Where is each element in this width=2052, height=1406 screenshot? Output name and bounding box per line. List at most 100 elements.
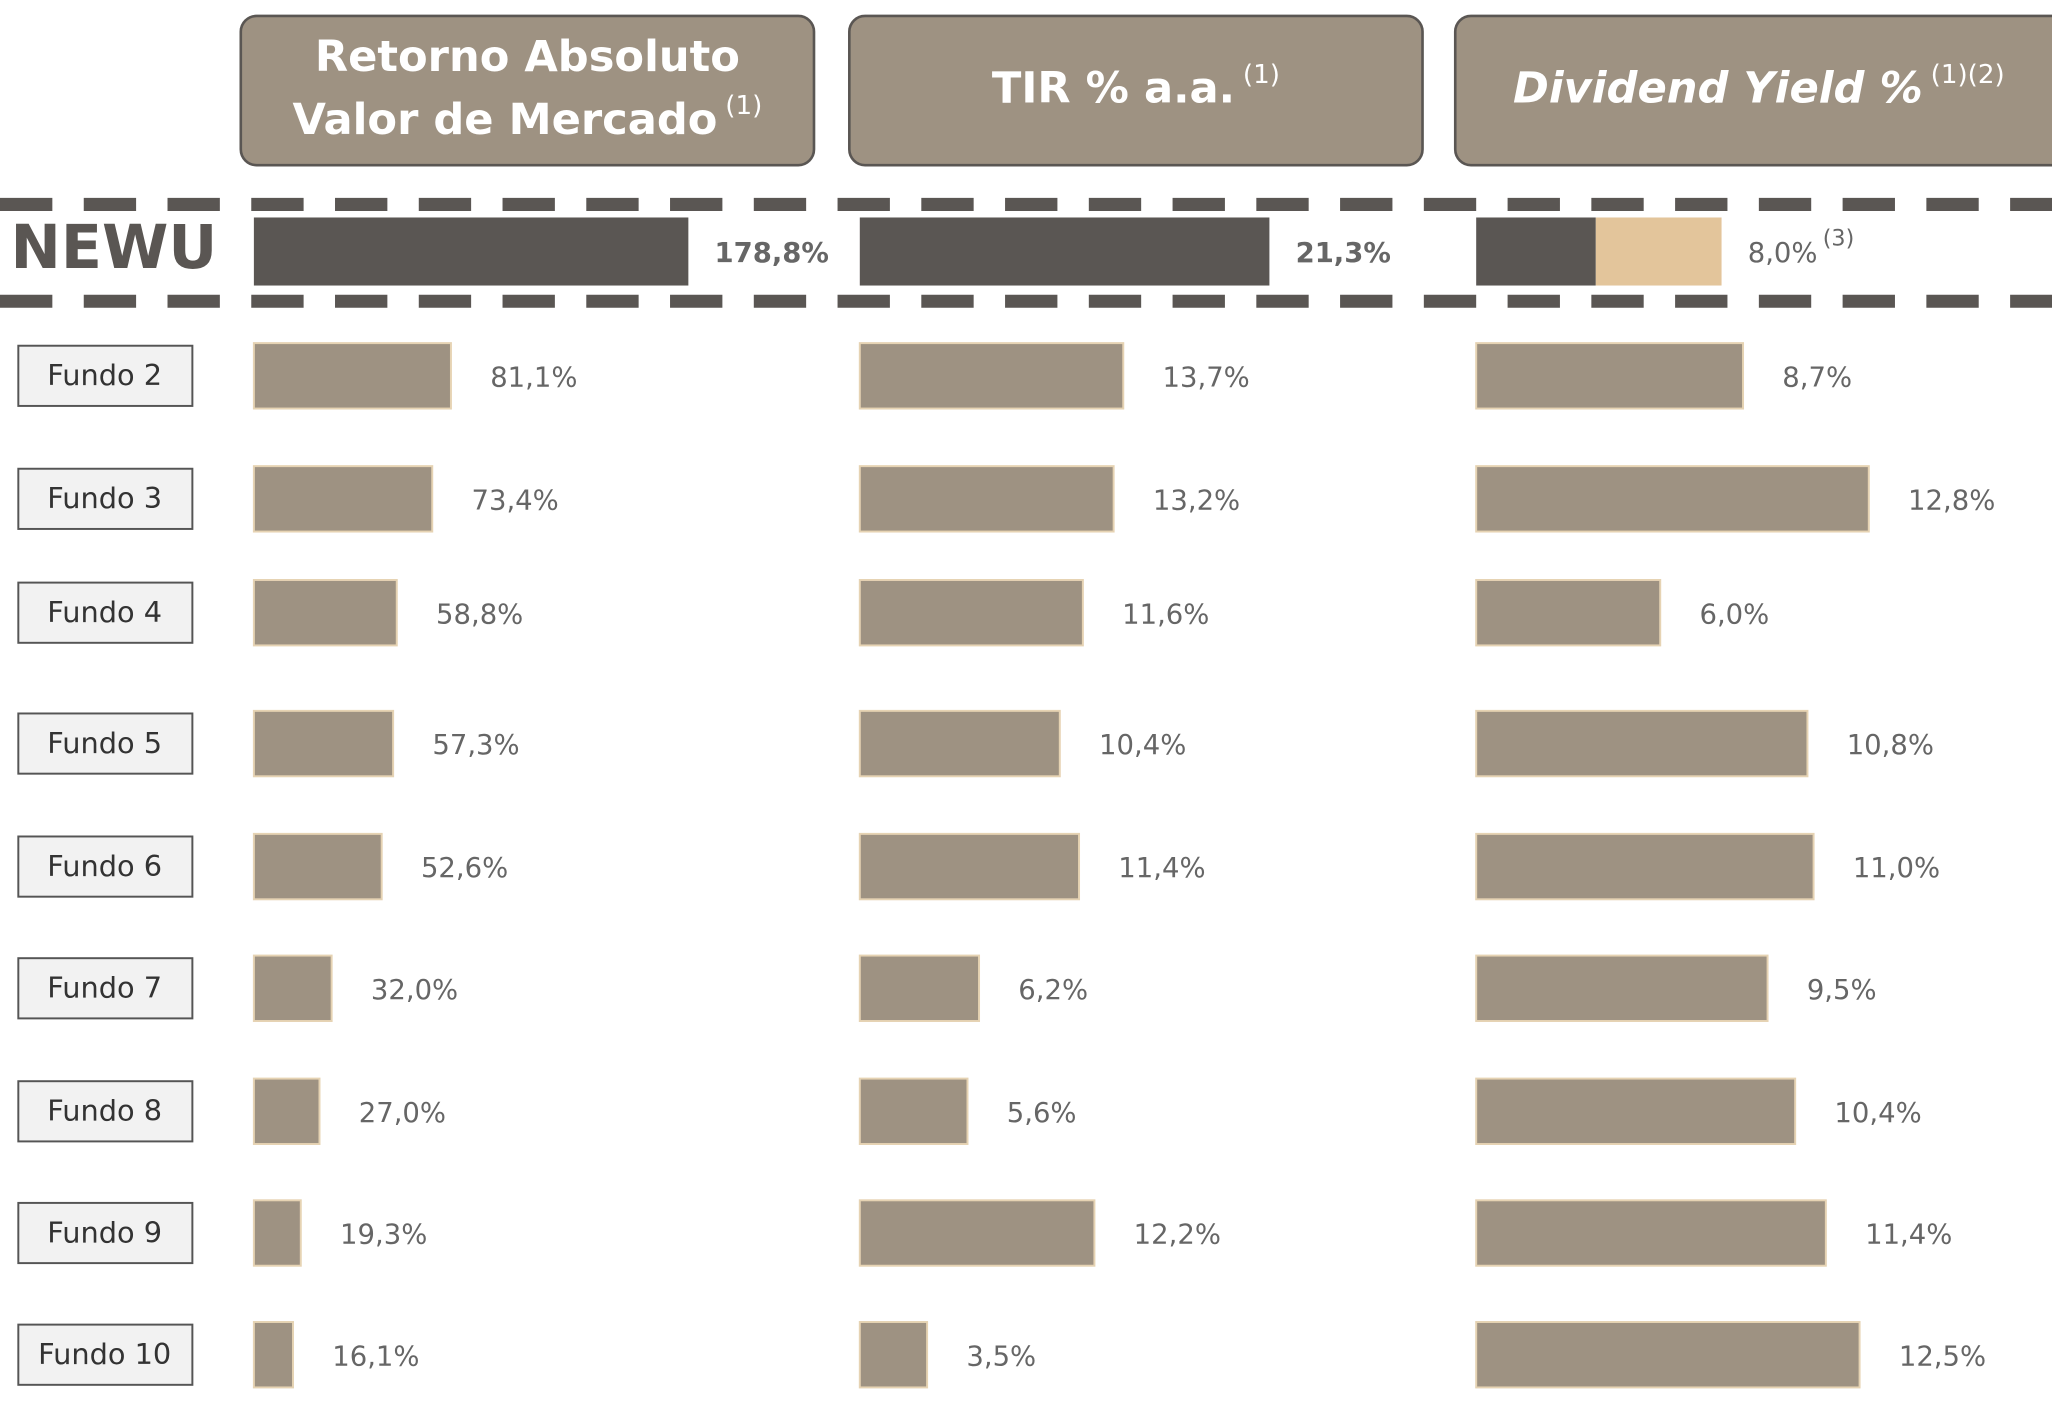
value-label-text: 13,2%	[1153, 484, 1240, 516]
value-label-text: 10,4%	[1834, 1097, 1921, 1129]
value-label: 11,4%	[1118, 852, 1205, 884]
value-label-text: 11,6%	[1122, 598, 1209, 630]
value-label-text: 57,3%	[432, 729, 519, 761]
category-box	[17, 467, 194, 530]
bar	[858, 709, 1061, 778]
value-label-text: 6,2%	[1018, 974, 1088, 1006]
value-label: 32,0%	[371, 974, 458, 1006]
value-label-text: 3,5%	[966, 1340, 1036, 1372]
value-label-text: 73,4%	[472, 484, 559, 516]
value-label: 13,2%	[1153, 484, 1240, 516]
value-label-text: 13,7%	[1163, 361, 1250, 393]
value-label: 11,0%	[1853, 852, 1940, 884]
value-label: 11,4%	[1865, 1219, 1952, 1251]
bar	[858, 342, 1125, 410]
value-label-text: 58,8%	[436, 598, 523, 630]
bar	[252, 709, 395, 778]
category-label: Fundo 9	[47, 1215, 162, 1249]
category-label: Fundo 4	[47, 595, 162, 629]
value-label-text: 11,4%	[1118, 852, 1205, 884]
value-label: 57,3%	[432, 729, 519, 761]
value-label-text: 8,7%	[1782, 361, 1852, 393]
header-note: (1)	[725, 91, 762, 121]
bar	[1475, 1199, 1827, 1267]
category-box	[17, 1201, 194, 1265]
bar	[858, 954, 981, 1022]
category-box	[17, 835, 194, 898]
bar	[858, 1321, 929, 1389]
bar	[252, 1077, 321, 1146]
category-label: Fundo 6	[47, 849, 162, 883]
bar	[858, 832, 1081, 901]
value-label: 52,6%	[421, 852, 508, 884]
header-title-text: Valor de Mercado	[292, 94, 717, 144]
value-label: 10,8%	[1847, 729, 1934, 761]
header-box	[1453, 14, 2052, 167]
header-title: TIR % a.a. (1)	[992, 59, 1280, 113]
header-title: Retorno Absoluto	[315, 32, 740, 82]
bar	[858, 1077, 969, 1146]
value-label-text: 32,0%	[371, 974, 458, 1006]
category-box	[17, 1323, 194, 1386]
bar	[1475, 342, 1745, 410]
value-note: (3)	[1823, 225, 1855, 251]
value-label: 12,2%	[1134, 1219, 1221, 1251]
bar	[858, 1199, 1096, 1267]
bar	[859, 217, 1270, 286]
category-box	[17, 712, 194, 775]
value-label-text: 12,8%	[1908, 484, 1995, 516]
value-label: 8,0% (3)	[1748, 225, 1855, 269]
header-note: (1)(2)	[1931, 59, 2005, 89]
value-label-text: 10,4%	[1099, 729, 1186, 761]
value-label: 13,7%	[1163, 361, 1250, 393]
header-box	[239, 14, 816, 167]
bar	[252, 1321, 294, 1389]
category-label: Fundo 7	[47, 971, 162, 1005]
value-label-text: 21,3%	[1296, 237, 1391, 269]
value-label-text: 19,3%	[340, 1219, 427, 1251]
value-label: 21,3%	[1296, 237, 1391, 269]
value-label-text: 6,0%	[1699, 598, 1769, 630]
value-label: 3,5%	[966, 1340, 1036, 1372]
value-label: 12,5%	[1899, 1340, 1986, 1372]
value-label-text: 52,6%	[421, 852, 508, 884]
value-label: 10,4%	[1834, 1097, 1921, 1129]
header-title-text: Dividend Yield %	[1513, 63, 1923, 113]
category-label: Fundo 5	[47, 726, 162, 760]
value-label: 178,8%	[715, 237, 829, 269]
value-label: 5,6%	[1007, 1097, 1077, 1129]
value-label: 19,3%	[340, 1219, 427, 1251]
value-label-text: 11,0%	[1853, 852, 1940, 884]
value-label-text: 10,8%	[1847, 729, 1934, 761]
header-title-text: Retorno Absoluto	[315, 32, 740, 82]
value-label-text: 9,5%	[1807, 974, 1877, 1006]
value-label-text: 5,6%	[1007, 1097, 1077, 1129]
value-label: 10,4%	[1099, 729, 1186, 761]
value-label-text: 16,1%	[332, 1340, 419, 1372]
bar	[1475, 832, 1815, 901]
value-label-text: 12,2%	[1134, 1219, 1221, 1251]
category-label: Fundo 3	[47, 481, 162, 515]
value-label: 73,4%	[472, 484, 559, 516]
bar	[252, 954, 333, 1022]
value-label: 12,8%	[1908, 484, 1995, 516]
value-label-text: 81,1%	[490, 361, 577, 393]
value-label: 58,8%	[436, 598, 523, 630]
bar	[1475, 579, 1662, 647]
bar	[252, 342, 452, 410]
highlight-label: NEWU	[10, 213, 217, 283]
bar	[1475, 465, 1870, 533]
value-label-text: 178,8%	[715, 237, 829, 269]
header-note: (1)	[1243, 59, 1280, 89]
value-label: 16,1%	[332, 1340, 419, 1372]
bar	[252, 832, 383, 901]
header-title-text: TIR % a.a.	[992, 63, 1235, 113]
bar	[252, 1199, 302, 1267]
value-label: 11,6%	[1122, 598, 1209, 630]
bar	[858, 465, 1115, 533]
bar-segment	[1476, 217, 1596, 286]
value-label-text: 27,0%	[359, 1097, 446, 1129]
value-label-text: 11,4%	[1865, 1219, 1952, 1251]
bar	[858, 579, 1084, 647]
